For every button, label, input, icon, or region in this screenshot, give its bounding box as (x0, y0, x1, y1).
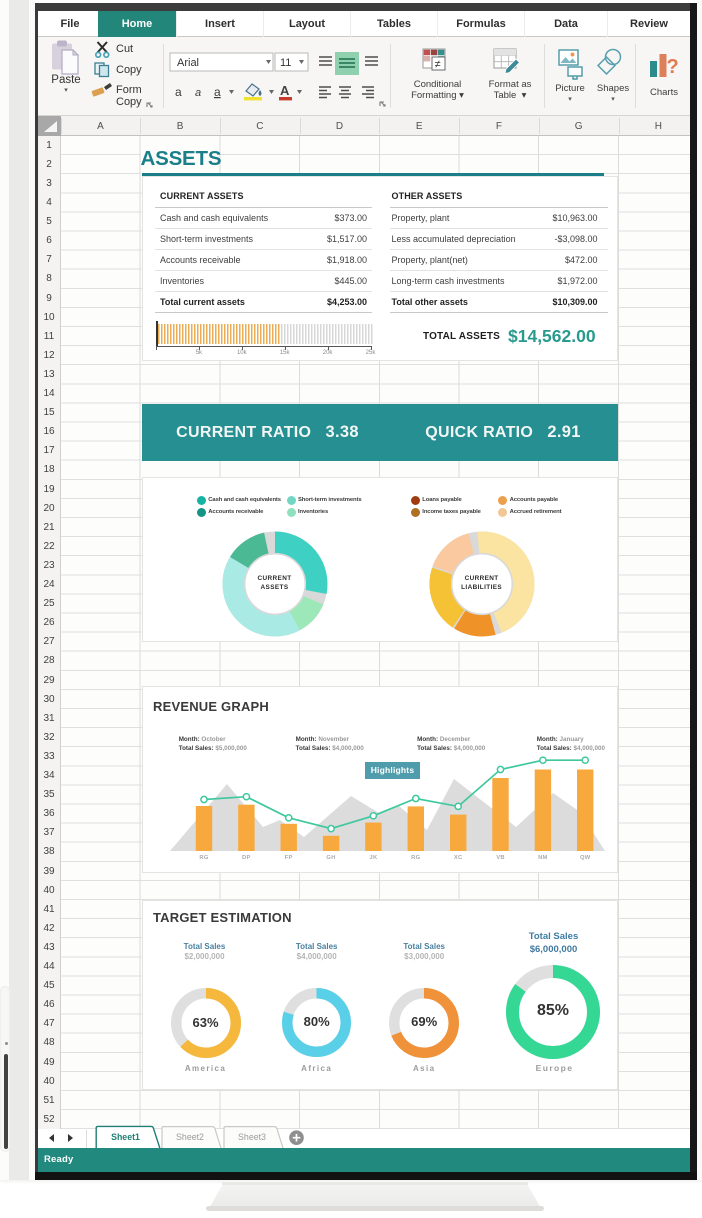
svg-text:a: a (195, 87, 201, 99)
svg-text:a: a (214, 85, 221, 99)
svg-text:?: ? (667, 56, 679, 78)
svg-text:A: A (280, 83, 290, 98)
svg-text:a: a (175, 85, 182, 99)
svg-text:11: 11 (280, 57, 291, 69)
svg-text:Arial: Arial (177, 57, 199, 69)
svg-text:≠: ≠ (435, 58, 441, 70)
